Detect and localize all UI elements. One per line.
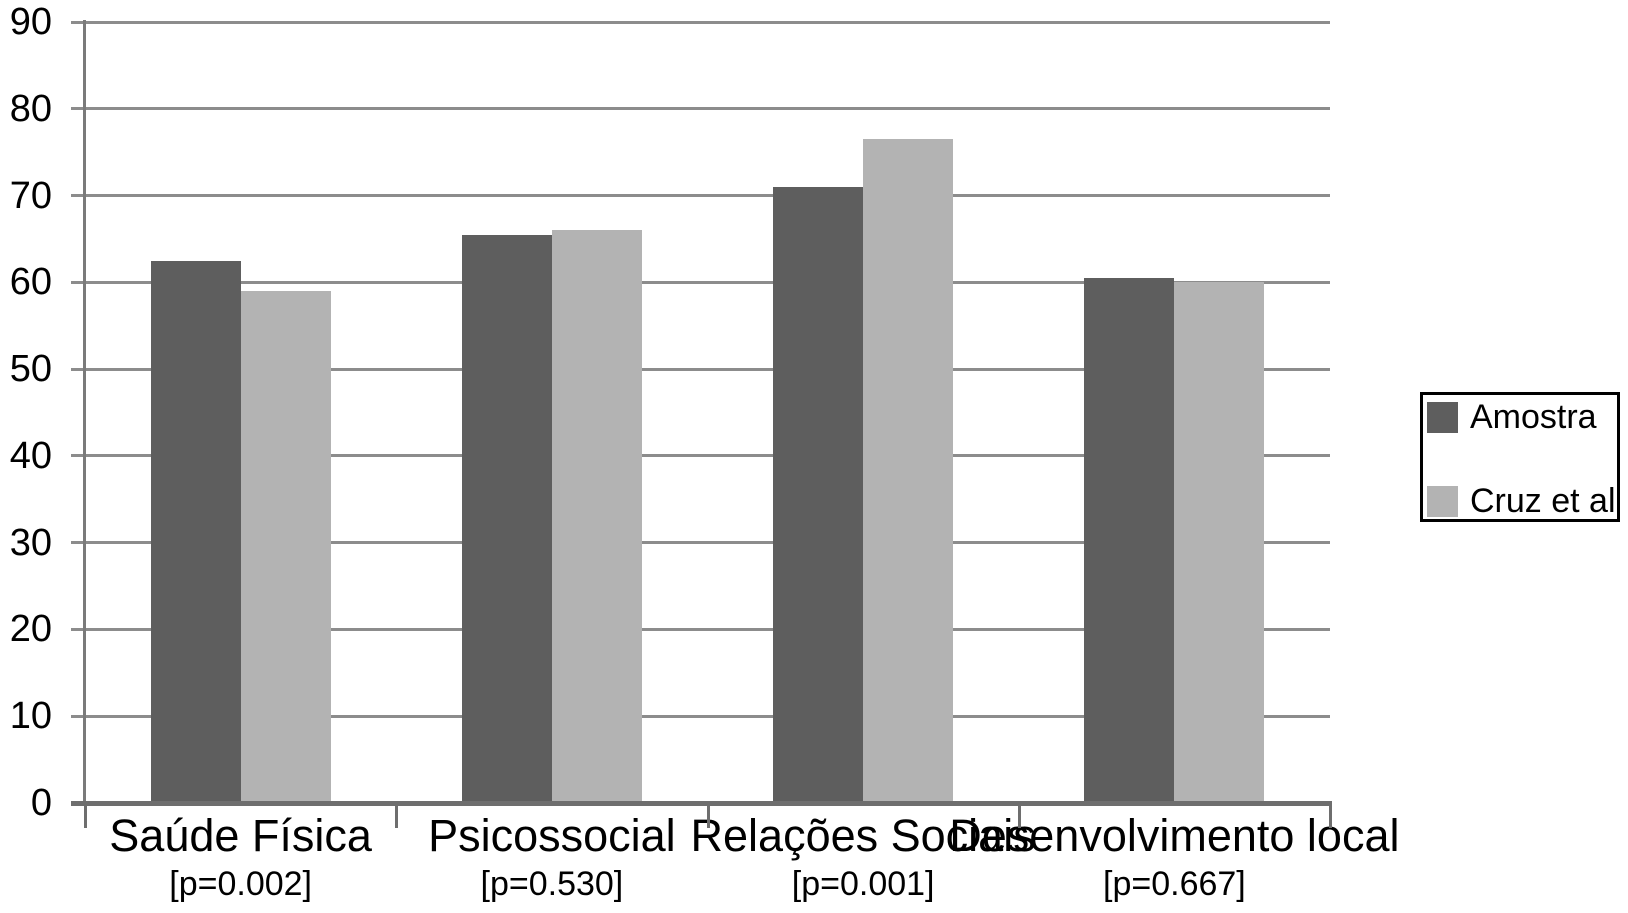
bar-series1-cat2 bbox=[461, 234, 552, 803]
gridline-20 bbox=[71, 627, 1330, 631]
y-tick-label-70: 70 bbox=[9, 174, 52, 217]
category-p-value: [p=0.530] bbox=[480, 865, 624, 903]
y-tick-label-10: 10 bbox=[9, 695, 52, 738]
x-axis-tick bbox=[1017, 805, 1021, 828]
gridline-50 bbox=[71, 367, 1330, 371]
gridline-60 bbox=[71, 280, 1330, 284]
category-label: Desenvolvimento local bbox=[949, 810, 1400, 861]
x-axis-tick bbox=[84, 805, 87, 828]
bar-series1-cat4 bbox=[1084, 277, 1175, 803]
gridline-90 bbox=[71, 20, 1330, 24]
x-axis-tick bbox=[395, 805, 399, 828]
bar-series2-cat4 bbox=[1174, 282, 1265, 803]
y-tick-label-40: 40 bbox=[9, 434, 52, 477]
x-axis-line bbox=[71, 801, 1332, 806]
bar-series2-cat2 bbox=[551, 230, 642, 803]
category-p-value: [p=0.001] bbox=[791, 865, 935, 903]
y-tick-label-30: 30 bbox=[9, 521, 52, 564]
y-tick-label-20: 20 bbox=[9, 608, 52, 651]
gridline-30 bbox=[71, 541, 1330, 545]
x-axis-tick bbox=[1329, 805, 1332, 828]
bar-series2-cat1 bbox=[240, 291, 331, 803]
legend-label: Amostra bbox=[1470, 398, 1597, 436]
bar-series1-cat1 bbox=[150, 260, 241, 803]
category-label: Saúde Física bbox=[109, 810, 372, 861]
y-tick-label-90: 90 bbox=[9, 1, 52, 43]
y-tick-label-60: 60 bbox=[9, 261, 52, 304]
gridline-70 bbox=[71, 194, 1330, 198]
legend-item: Cruz et al bbox=[1427, 482, 1616, 520]
bar-series1-cat3 bbox=[773, 186, 864, 803]
category-label: Psicossocial bbox=[428, 810, 676, 861]
category-p-value: [p=0.002] bbox=[169, 865, 312, 903]
y-tick-label-50: 50 bbox=[9, 348, 52, 391]
gridline-10 bbox=[71, 714, 1330, 718]
legend: Amostra Cruz et al bbox=[1420, 392, 1620, 522]
x-axis-tick bbox=[706, 805, 710, 828]
category-label: Relações Sociais bbox=[690, 810, 1036, 861]
gridline-40 bbox=[71, 454, 1330, 458]
y-tick-label-80: 80 bbox=[9, 87, 52, 130]
legend-swatch-light bbox=[1427, 485, 1458, 517]
y-tick-label-0: 0 bbox=[30, 782, 52, 824]
legend-item: Amostra bbox=[1427, 398, 1597, 436]
gridline-80 bbox=[71, 107, 1330, 111]
legend-swatch-dark bbox=[1427, 401, 1458, 433]
bar-series2-cat3 bbox=[863, 139, 954, 803]
legend-label: Cruz et al bbox=[1470, 482, 1616, 520]
y-axis-line bbox=[83, 20, 86, 805]
category-p-value: [p=0.667] bbox=[1103, 865, 1246, 903]
